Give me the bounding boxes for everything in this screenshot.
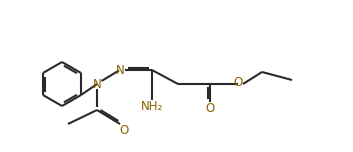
Text: N: N: [116, 64, 124, 76]
Text: N: N: [92, 78, 101, 90]
Text: O: O: [205, 102, 215, 114]
Text: NH₂: NH₂: [141, 100, 163, 112]
Text: O: O: [233, 76, 243, 90]
Text: O: O: [119, 123, 128, 136]
